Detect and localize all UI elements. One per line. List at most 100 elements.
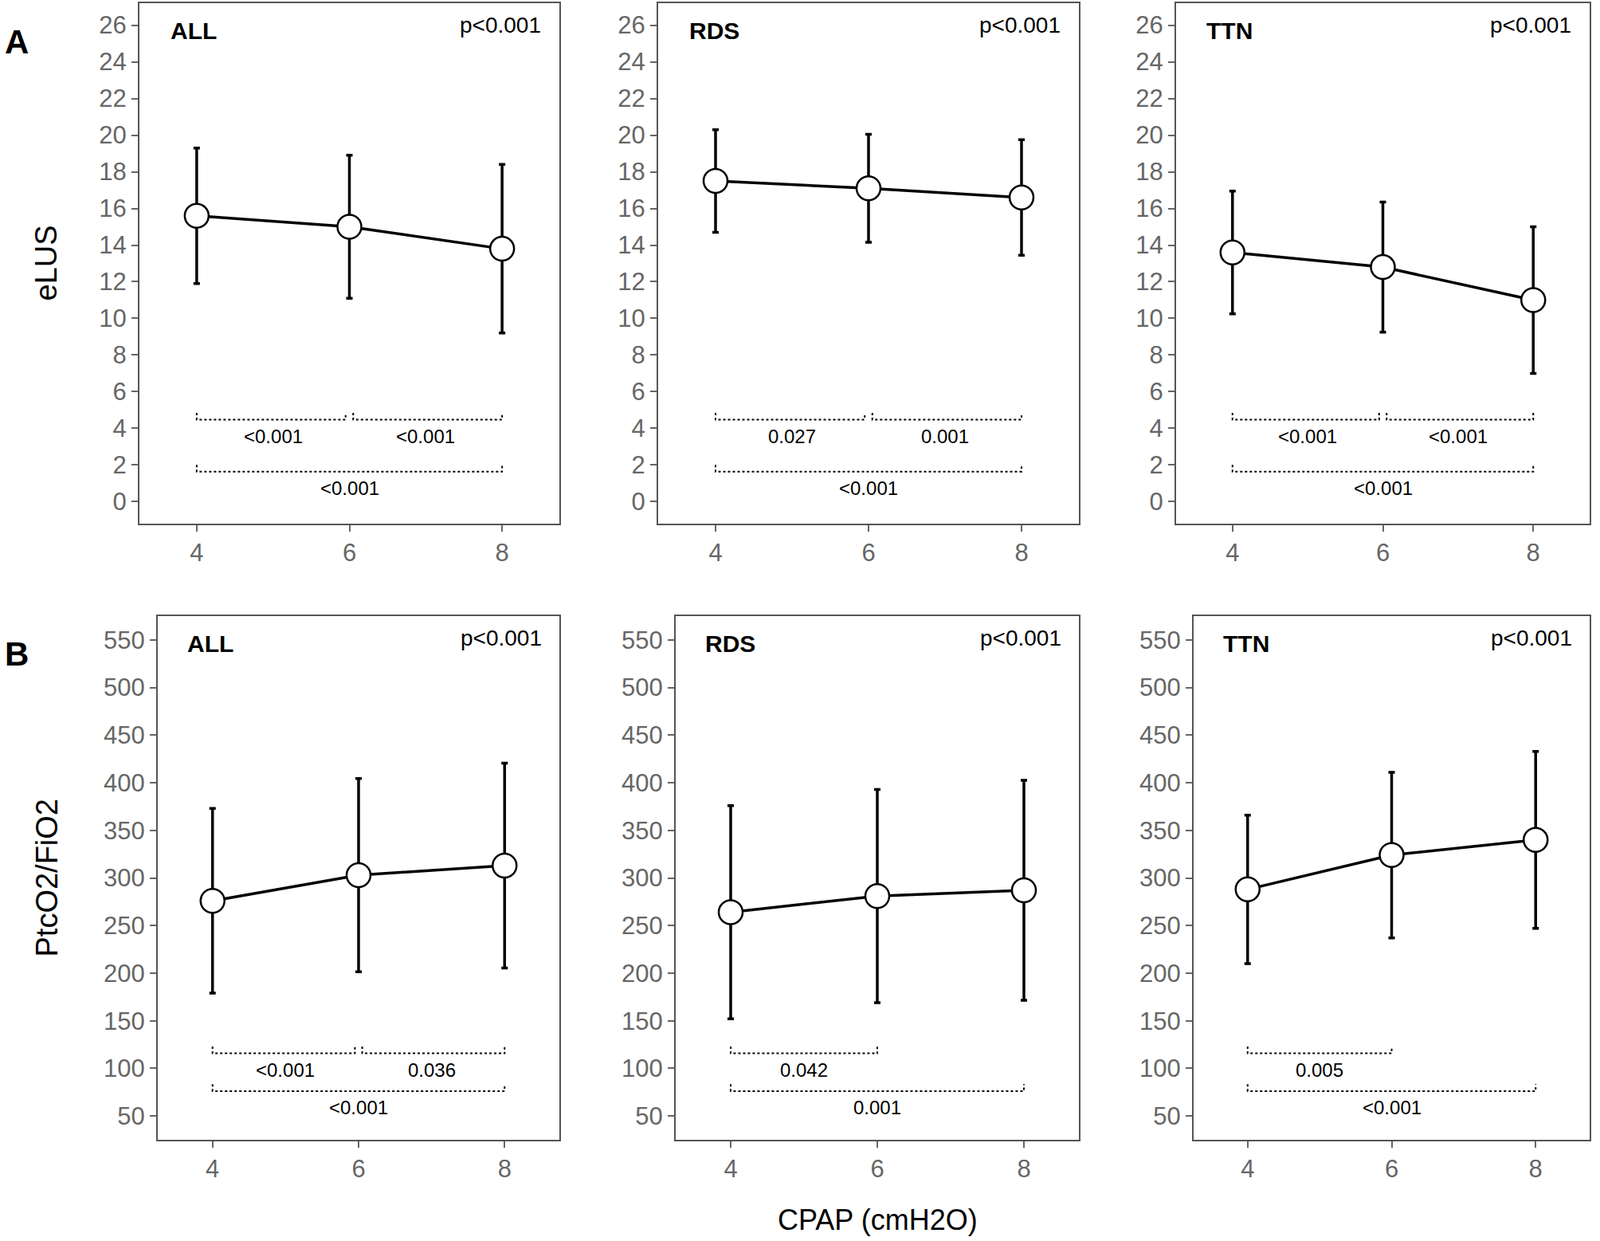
svg-text:p<0.001: p<0.001: [979, 12, 1061, 38]
svg-text:150: 150: [1139, 1007, 1181, 1036]
svg-text:16: 16: [617, 194, 645, 223]
svg-text:ALL: ALL: [187, 630, 234, 657]
svg-text:6: 6: [861, 538, 875, 567]
svg-text:0: 0: [1149, 487, 1164, 516]
svg-text:500: 500: [103, 673, 146, 702]
svg-text:<0.001: <0.001: [396, 425, 455, 448]
svg-text:8: 8: [113, 341, 127, 369]
svg-text:<0.001: <0.001: [839, 477, 899, 499]
svg-text:14: 14: [1135, 231, 1163, 259]
svg-text:18: 18: [1135, 157, 1163, 186]
svg-text:200: 200: [1139, 959, 1181, 988]
svg-text:150: 150: [103, 1007, 146, 1036]
svg-text:400: 400: [103, 768, 146, 797]
svg-text:50: 50: [117, 1101, 145, 1130]
svg-text:200: 200: [103, 959, 146, 988]
svg-text:6: 6: [1376, 538, 1390, 567]
svg-text:10: 10: [1135, 304, 1163, 333]
svg-text:300: 300: [103, 863, 146, 892]
svg-text:24: 24: [617, 47, 645, 76]
svg-text:22: 22: [98, 84, 126, 113]
svg-text:400: 400: [1139, 768, 1181, 797]
svg-text:250: 250: [103, 911, 146, 940]
svg-text:450: 450: [103, 721, 146, 750]
svg-text:0.036: 0.036: [407, 1058, 456, 1081]
svg-text:24: 24: [1135, 47, 1163, 76]
svg-text:18: 18: [617, 157, 645, 186]
svg-text:<0.001: <0.001: [1353, 477, 1413, 499]
svg-text:8: 8: [1149, 341, 1164, 369]
svg-text:RDS: RDS: [689, 17, 740, 44]
svg-text:100: 100: [1139, 1054, 1181, 1083]
svg-text:350: 350: [1139, 816, 1181, 845]
svg-text:18: 18: [98, 157, 126, 186]
svg-text:16: 16: [98, 194, 126, 223]
svg-text:0.027: 0.027: [768, 425, 816, 448]
svg-text:PtcO2/FiO2: PtcO2/FiO2: [30, 798, 64, 957]
svg-text:300: 300: [1139, 863, 1181, 892]
svg-text:400: 400: [621, 768, 663, 797]
svg-text:500: 500: [621, 673, 663, 702]
svg-text:p<0.001: p<0.001: [1490, 625, 1573, 651]
svg-text:6: 6: [631, 377, 646, 406]
svg-text:8: 8: [1526, 538, 1541, 567]
svg-text:14: 14: [617, 231, 645, 259]
svg-text:p<0.001: p<0.001: [1490, 12, 1572, 38]
svg-text:20: 20: [1135, 121, 1163, 150]
svg-text:B: B: [4, 635, 29, 673]
svg-text:250: 250: [621, 911, 663, 940]
svg-text:8: 8: [631, 341, 646, 369]
svg-text:p<0.001: p<0.001: [980, 625, 1062, 651]
svg-text:450: 450: [621, 721, 663, 750]
svg-text:4: 4: [1225, 538, 1240, 567]
svg-text:CPAP (cmH2O): CPAP (cmH2O): [777, 1203, 978, 1236]
svg-text:0.005: 0.005: [1295, 1058, 1344, 1081]
svg-text:TTN: TTN: [1223, 630, 1270, 657]
svg-text:10: 10: [98, 304, 126, 333]
svg-text:RDS: RDS: [705, 630, 756, 657]
svg-text:p<0.001: p<0.001: [460, 625, 542, 651]
svg-text:22: 22: [617, 84, 645, 113]
svg-text:8: 8: [1016, 1154, 1031, 1183]
svg-text:12: 12: [98, 267, 126, 296]
svg-text:<0.001: <0.001: [1428, 425, 1488, 448]
svg-text:8: 8: [1529, 1154, 1543, 1183]
svg-text:26: 26: [1135, 11, 1163, 40]
svg-text:<0.001: <0.001: [320, 477, 380, 499]
svg-text:6: 6: [1149, 377, 1164, 406]
svg-text:4: 4: [631, 414, 646, 443]
svg-text:2: 2: [631, 450, 646, 479]
svg-text:0.001: 0.001: [921, 425, 969, 448]
svg-text:4: 4: [1149, 414, 1164, 443]
svg-text:0: 0: [113, 487, 127, 516]
svg-text:2: 2: [113, 450, 127, 479]
svg-text:26: 26: [617, 11, 645, 40]
svg-text:50: 50: [1152, 1101, 1181, 1130]
svg-text:<0.001: <0.001: [255, 1058, 315, 1081]
svg-text:24: 24: [98, 47, 126, 76]
svg-text:100: 100: [621, 1054, 663, 1083]
svg-text:ALL: ALL: [170, 17, 217, 44]
svg-text:4: 4: [723, 1154, 738, 1183]
svg-text:20: 20: [98, 121, 126, 150]
svg-text:4: 4: [1240, 1154, 1255, 1183]
svg-text:TTN: TTN: [1206, 17, 1253, 44]
svg-text:450: 450: [1139, 721, 1181, 750]
svg-text:16: 16: [1135, 194, 1163, 223]
svg-text:A: A: [4, 23, 29, 61]
svg-text:22: 22: [1135, 84, 1163, 113]
svg-text:26: 26: [98, 11, 126, 40]
svg-text:14: 14: [98, 231, 126, 259]
svg-text:0.001: 0.001: [853, 1096, 902, 1118]
svg-text:350: 350: [621, 816, 663, 845]
svg-text:6: 6: [870, 1154, 884, 1183]
svg-text:6: 6: [113, 377, 127, 406]
svg-text:12: 12: [617, 267, 645, 296]
svg-text:300: 300: [621, 863, 663, 892]
svg-text:6: 6: [1384, 1154, 1399, 1183]
svg-text:2: 2: [1149, 450, 1164, 479]
svg-text:4: 4: [205, 1154, 220, 1183]
svg-text:<0.001: <0.001: [1362, 1096, 1422, 1118]
svg-text:8: 8: [1014, 538, 1028, 567]
svg-text:6: 6: [342, 538, 357, 567]
